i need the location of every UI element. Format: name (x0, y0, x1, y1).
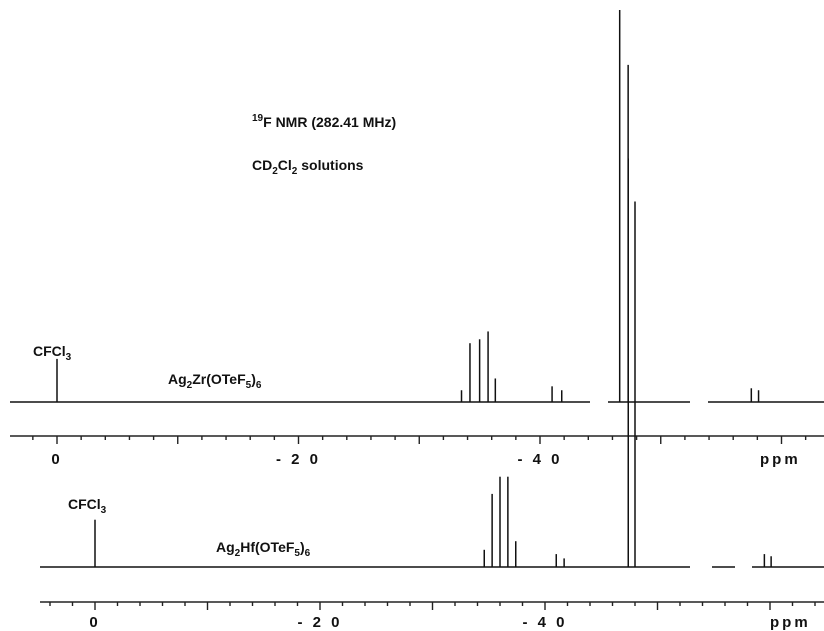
x-tick-label: 0 (51, 451, 62, 468)
subtitle-sub: 2 (272, 166, 278, 177)
reference-label-top: CFCl3 (33, 343, 72, 363)
title-superscript: 19 (252, 113, 264, 124)
x-tick-label: 0 (89, 614, 100, 631)
chart-title: 19F NMR (282.41 MHz) (252, 113, 396, 130)
reference-label-bottom: CFCl3 (68, 496, 107, 516)
compound-label-hf: Ag2Hf(OTeF5)6 (216, 539, 311, 559)
subtitle-part: CD (252, 157, 272, 173)
title-main: F NMR (282.41 MHz) (263, 114, 396, 130)
x-tick-label: - 4 0 (522, 614, 567, 631)
compound-label-zr: Ag2Zr(OTeF5)6 (168, 371, 262, 391)
unit-label-top: ppm (760, 451, 801, 468)
subtitle-part: solutions (297, 157, 363, 173)
x-tick-label: - 4 0 (517, 451, 562, 468)
plot-layer: 0 - 2 0 - 4 0 0 - 2 0 - 4 0 (10, 10, 824, 631)
x-tick-label: - 2 0 (297, 614, 342, 631)
x-tick-label: - 2 0 (276, 451, 321, 468)
chart-subtitle: CD2Cl2 solutions (252, 157, 364, 177)
unit-label-bottom: ppm (770, 614, 811, 631)
subtitle-part: Cl (278, 157, 292, 173)
subtitle-sub: 2 (292, 166, 298, 177)
